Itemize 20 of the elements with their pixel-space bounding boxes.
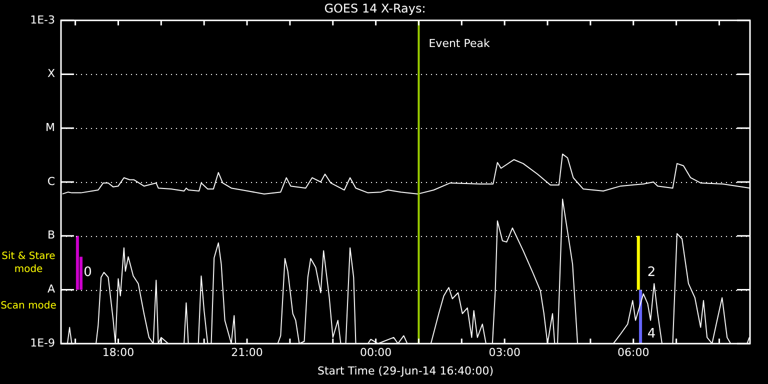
annotation: 4: [647, 326, 656, 342]
x-tick-label: 03:00: [488, 346, 520, 360]
y-tick-label: M: [46, 120, 55, 134]
annotation: 0: [84, 264, 92, 280]
y-tick-label: X: [47, 67, 56, 80]
annotation: 2: [647, 264, 656, 280]
chart-title: GOES 14 X-Rays:: [324, 1, 426, 16]
y-tick-label: 1E-3: [30, 13, 55, 26]
x-axis-title: Start Time (29-Jun-14 16:40:00): [318, 364, 494, 378]
y-tick-label: 1E-9: [30, 336, 55, 350]
y-tick-label: B: [47, 228, 55, 242]
text: Scan mode: [0, 300, 56, 312]
ref-line-label: Event Peak: [428, 36, 490, 50]
x-tick-label: 06:00: [618, 346, 650, 360]
x-tick-label: 21:00: [231, 346, 263, 360]
x-tick-label: 00:00: [360, 346, 392, 360]
y-tick-label: A: [47, 282, 56, 296]
text: Sit & Stare mode: [2, 250, 56, 275]
x-tick-label: 18:00: [102, 346, 134, 360]
y-tick-label: C: [47, 174, 56, 188]
